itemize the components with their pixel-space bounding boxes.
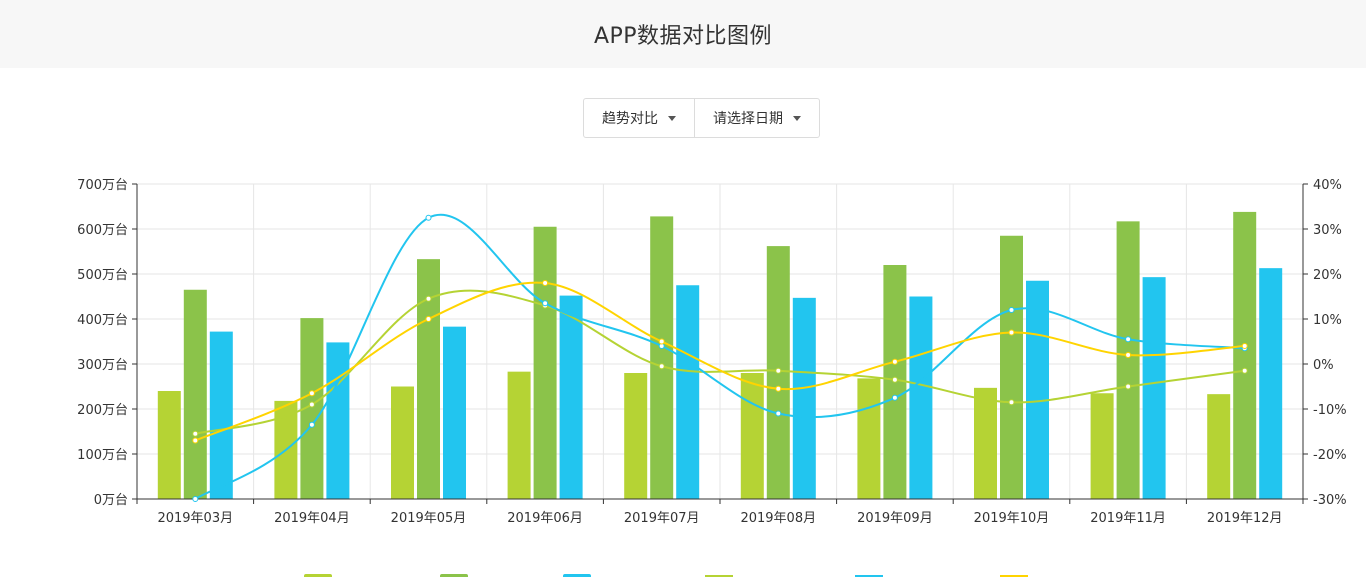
legend-swatch-bar-1	[304, 574, 332, 577]
legend-swatch-bar-3	[563, 574, 591, 577]
bar-series-3	[909, 296, 933, 499]
bar-series-1	[157, 391, 181, 499]
y-left-tick-label: 0万台	[94, 493, 128, 508]
line-series-3	[194, 281, 1245, 442]
x-tick-label: 2019年10月	[974, 511, 1050, 526]
x-tick-label: 2019年05月	[391, 511, 467, 526]
line-point-1	[1241, 367, 1248, 374]
y-left-tick-label: 300万台	[77, 358, 128, 373]
bar-series-1	[391, 386, 414, 499]
filter-bar: 趋势对比 请选择日期	[583, 98, 820, 138]
bar-series-3	[676, 285, 700, 499]
bar-series-3	[1026, 280, 1049, 499]
chevron-down-icon	[793, 115, 801, 121]
line-point-2	[425, 214, 432, 221]
trend-compare-label: 趋势对比	[602, 111, 658, 127]
line-point-2	[891, 394, 898, 401]
x-tick-label: 2019年07月	[624, 511, 700, 526]
line-point-3	[1125, 352, 1132, 358]
date-select-dropdown[interactable]: 请选择日期	[694, 99, 819, 137]
x-tick-label: 2019年04月	[274, 511, 350, 526]
line-point-3	[1008, 329, 1015, 336]
bar-series-2	[650, 216, 674, 499]
line-point-2	[775, 410, 782, 417]
legend-swatch-bar-2	[440, 574, 468, 577]
bar-series-2	[533, 226, 557, 499]
date-select-label: 请选择日期	[713, 111, 783, 127]
bar-series-1	[974, 387, 997, 499]
bar-series-3	[209, 331, 233, 499]
line-point-2	[542, 300, 549, 307]
y-right-tick-label: 10%	[1313, 313, 1342, 328]
y-right-tick-label: -20%	[1313, 448, 1347, 463]
y-left-tick-label: 200万台	[77, 403, 128, 418]
bar-series-2	[417, 259, 440, 499]
bar-series-2	[1116, 221, 1140, 499]
x-tick-label: 2019年06月	[507, 511, 583, 526]
bar-series-3	[1259, 268, 1283, 499]
line-series-2	[194, 213, 1245, 500]
page-title: APP数据对比图例	[593, 24, 773, 49]
line-point-3	[192, 437, 199, 444]
line-point-3	[658, 338, 665, 345]
line-point-3	[1241, 343, 1248, 349]
y-right-tick-label: -30%	[1313, 493, 1347, 508]
y-right-tick-label: -10%	[1313, 403, 1347, 418]
line-point-3	[775, 385, 782, 392]
bar-series-3	[792, 297, 816, 499]
y-right-tick-label: 40%	[1313, 178, 1342, 193]
line-point-1	[891, 376, 898, 383]
chevron-down-icon	[668, 115, 676, 121]
line-point-2	[308, 421, 315, 428]
y-left-tick-label: 700万台	[77, 178, 128, 193]
line-point-3	[308, 390, 315, 397]
line-series-1	[195, 289, 1245, 435]
x-tick-label: 2019年03月	[157, 511, 233, 526]
line-point-3	[891, 358, 898, 365]
trend-compare-dropdown[interactable]: 趋势对比	[584, 99, 694, 137]
line-point-1	[775, 367, 782, 374]
x-tick-label: 2019年09月	[857, 511, 933, 526]
bar-series-1	[624, 373, 648, 499]
y-right-tick-label: 0%	[1313, 358, 1334, 373]
line-point-1	[192, 430, 199, 437]
bar-series-1	[1207, 394, 1231, 499]
bar-series-2	[1000, 235, 1023, 499]
bar-series-3	[443, 326, 466, 499]
bar-series-3	[559, 295, 583, 499]
x-tick-label: 2019年11月	[1090, 511, 1166, 526]
bar-series-2	[183, 289, 207, 499]
y-right-tick-label: 20%	[1313, 268, 1342, 283]
bar-series-1	[507, 371, 531, 499]
line-point-3	[425, 316, 432, 322]
bar-series-1	[740, 373, 764, 499]
line-point-1	[1008, 399, 1015, 406]
x-tick-label: 2019年12月	[1207, 511, 1283, 526]
bar-series-1	[857, 378, 881, 499]
line-point-2	[1125, 336, 1132, 343]
page-header: APP数据对比图例	[0, 0, 1366, 68]
line-point-1	[425, 295, 432, 302]
y-left-tick-label: 400万台	[77, 313, 128, 328]
line-point-1	[1125, 383, 1132, 390]
bar-series-2	[300, 318, 324, 499]
line-point-2	[192, 496, 199, 502]
bar-series-2	[1233, 211, 1257, 499]
line-point-1	[658, 363, 665, 370]
y-left-tick-label: 100万台	[77, 448, 128, 463]
y-left-tick-label: 500万台	[77, 268, 128, 283]
x-tick-label: 2019年08月	[740, 511, 816, 526]
y-right-tick-label: 30%	[1313, 223, 1342, 238]
bar-series-3	[1142, 277, 1166, 499]
line-point-3	[542, 280, 549, 286]
line-point-2	[1008, 307, 1015, 313]
y-left-tick-label: 600万台	[77, 223, 128, 238]
line-point-1	[308, 401, 315, 408]
bar-series-1	[1090, 393, 1114, 499]
